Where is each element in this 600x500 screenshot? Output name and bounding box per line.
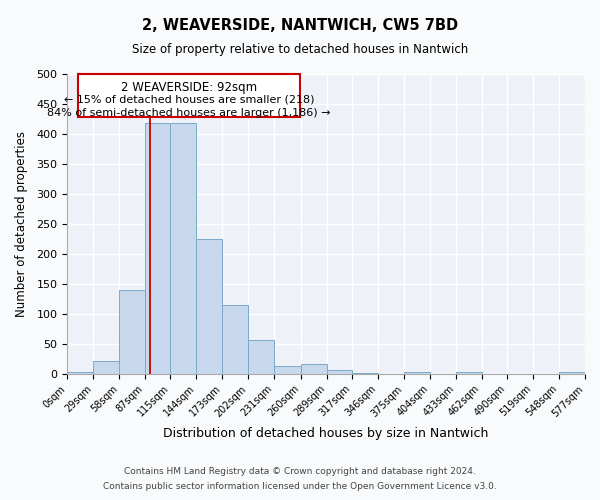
- Text: ← 15% of detached houses are smaller (218): ← 15% of detached houses are smaller (21…: [64, 94, 314, 104]
- Bar: [119, 290, 145, 374]
- Bar: [404, 372, 430, 374]
- Bar: [559, 372, 585, 374]
- Y-axis label: Number of detached properties: Number of detached properties: [15, 131, 28, 317]
- Bar: [223, 305, 248, 374]
- Text: Contains HM Land Registry data © Crown copyright and database right 2024.: Contains HM Land Registry data © Crown c…: [124, 467, 476, 476]
- Text: 84% of semi-detached houses are larger (1,186) →: 84% of semi-detached houses are larger (…: [47, 108, 331, 118]
- Text: Contains public sector information licensed under the Open Government Licence v3: Contains public sector information licen…: [103, 482, 497, 491]
- Bar: [67, 372, 93, 374]
- Text: 2 WEAVERSIDE: 92sqm: 2 WEAVERSIDE: 92sqm: [121, 82, 257, 94]
- Bar: [274, 366, 301, 374]
- Bar: [93, 360, 119, 374]
- Text: 2, WEAVERSIDE, NANTWICH, CW5 7BD: 2, WEAVERSIDE, NANTWICH, CW5 7BD: [142, 18, 458, 32]
- Bar: [170, 123, 196, 374]
- Bar: [301, 364, 326, 374]
- FancyBboxPatch shape: [77, 74, 300, 118]
- Bar: [145, 123, 170, 374]
- Bar: [326, 370, 352, 374]
- Bar: [248, 340, 274, 374]
- Text: Size of property relative to detached houses in Nantwich: Size of property relative to detached ho…: [132, 42, 468, 56]
- X-axis label: Distribution of detached houses by size in Nantwich: Distribution of detached houses by size …: [163, 427, 489, 440]
- Bar: [456, 372, 482, 374]
- Bar: [196, 239, 223, 374]
